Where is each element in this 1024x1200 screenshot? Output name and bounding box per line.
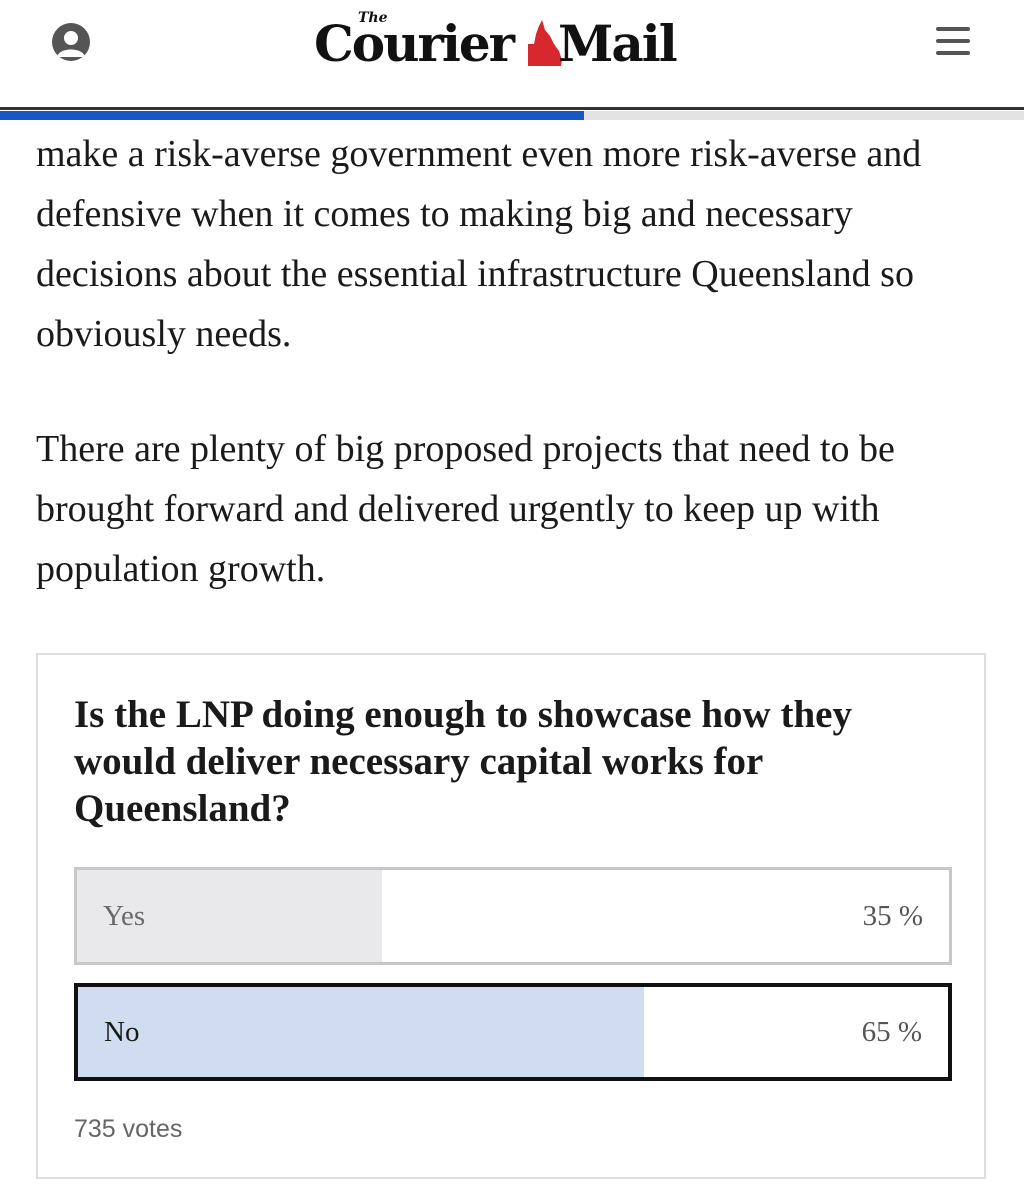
site-header: The Courier Mail [0, 0, 1024, 110]
header-divider [0, 107, 1024, 110]
poll-question: Is the LNP doing enough to showcase how … [74, 693, 852, 830]
poll-option-label: Yes [103, 899, 146, 932]
courier-mail-logo[interactable]: The Courier Mail [314, 6, 714, 76]
hamburger-menu-icon[interactable] [934, 24, 972, 58]
logo-mail-text: Mail [558, 14, 678, 73]
logo-the-text: The [358, 10, 388, 26]
reading-progress-fill [0, 111, 584, 120]
poll-result-bar [78, 987, 644, 1077]
poll-option-label: No [104, 1015, 140, 1048]
reading-progress-bar [0, 111, 1024, 120]
article-paragraph: There are plenty of big proposed project… [36, 428, 895, 590]
queensland-map-icon [528, 20, 562, 66]
poll-result-bar [77, 870, 383, 962]
poll-option-yes[interactable]: Yes 35 % [74, 867, 952, 965]
poll-option-percent: 65 % [861, 1015, 922, 1048]
poll-widget: Is the LNP doing enough to showcase how … [36, 653, 986, 1179]
poll-option-no[interactable]: No 65 % [74, 983, 952, 1081]
logo-courier-text: Courier [314, 14, 515, 73]
user-account-icon[interactable] [52, 23, 90, 61]
poll-vote-count: 735 votes [74, 1115, 183, 1143]
article-paragraph: make a risk-averse government even more … [36, 133, 922, 355]
poll-option-percent: 35 % [862, 899, 923, 932]
